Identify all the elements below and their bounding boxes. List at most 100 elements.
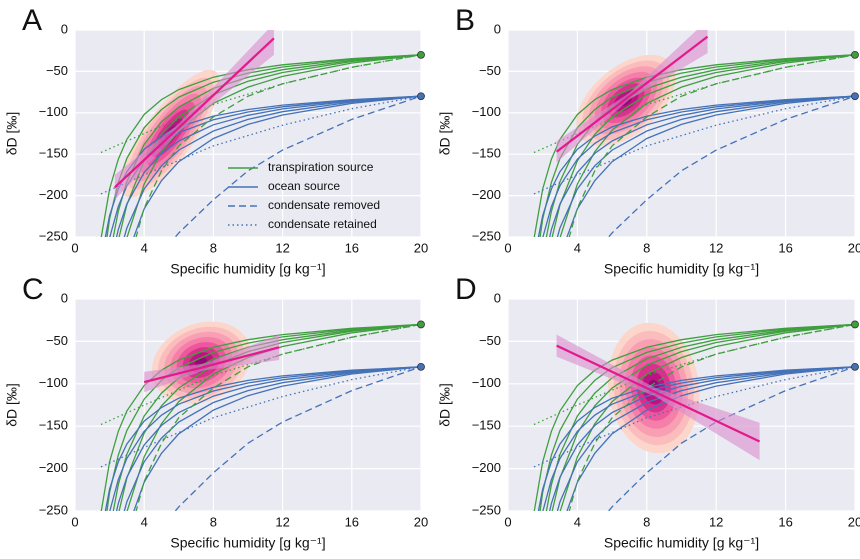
- y-axis-label: δD [‰]: [437, 383, 453, 427]
- y-tick-label: 0: [61, 21, 68, 36]
- mixing-curve: [118, 323, 421, 511]
- x-tick-label: 8: [210, 514, 217, 529]
- y-tick-label: 0: [494, 21, 501, 36]
- y-tick-label: −150: [472, 418, 501, 433]
- confidence-band: [144, 334, 280, 393]
- plot-background: [75, 299, 421, 511]
- source-point: [851, 362, 859, 371]
- mixing-curve: [549, 95, 855, 237]
- x-tick-label: 16: [345, 514, 359, 529]
- y-tick-label: 0: [494, 290, 501, 305]
- condensate-line: [607, 366, 855, 511]
- mixing-curve: [100, 54, 421, 237]
- mixing-curve: [549, 366, 855, 511]
- y-axis-label: δD [‰]: [4, 383, 20, 427]
- mixing-curve: [556, 366, 855, 511]
- panel: −250 −200 −150 −100 −50 0 0 4 8 12 16 20 D Specific h…: [437, 273, 860, 551]
- mixing-curve: [559, 323, 855, 511]
- confidence-band: [114, 30, 274, 200]
- x-tick-label: 12: [275, 514, 289, 529]
- condensate-line: [100, 54, 421, 154]
- condensate-line: [533, 95, 855, 195]
- y-axis-label: δD [‰]: [437, 112, 453, 156]
- x-tick-label: 8: [643, 240, 650, 255]
- mixing-curve: [533, 54, 855, 237]
- condensate-line: [100, 366, 421, 468]
- condensate-line: [135, 54, 421, 237]
- x-axis-label: Specific humidity [g kg⁻¹]: [170, 261, 325, 277]
- panel-label: A: [22, 4, 42, 37]
- x-axis-label: Specific humidity [g kg⁻¹]: [604, 535, 759, 551]
- x-tick-label: 16: [345, 240, 359, 255]
- x-tick-label: 20: [848, 240, 860, 255]
- mixing-curve: [109, 366, 421, 511]
- x-tick-label: 12: [275, 240, 289, 255]
- mixing-curve: [556, 95, 855, 237]
- panel: −250 −200 −150 −100 −50 0 0 4 8 12 16 20 A Specific h…: [4, 4, 429, 277]
- y-tick-label: −250: [472, 228, 501, 243]
- mixing-curve: [126, 323, 421, 511]
- x-tick-label: 8: [643, 514, 650, 529]
- y-tick-label: −50: [479, 333, 501, 348]
- mixing-curve: [559, 54, 855, 237]
- x-tick-label: 16: [778, 514, 792, 529]
- plot-content: [533, 30, 855, 237]
- regression-line: [555, 35, 709, 153]
- x-tick-label: 20: [414, 514, 428, 529]
- y-tick-label: −100: [472, 104, 501, 119]
- x-tick-label: 12: [709, 514, 723, 529]
- y-tick-label: −200: [472, 460, 501, 475]
- plot-content: [533, 322, 855, 511]
- condensate-line: [174, 366, 421, 511]
- x-tick-label: 0: [504, 240, 511, 255]
- x-tick-label: 20: [848, 514, 860, 529]
- x-tick-label: 4: [574, 514, 581, 529]
- condensate-line: [100, 323, 421, 426]
- regression-line: [556, 344, 761, 443]
- x-tick-label: 0: [71, 514, 78, 529]
- condensate-line: [135, 323, 421, 511]
- panel: −250 −200 −150 −100 −50 0 0 4 8 12 16 20 C Specific h…: [4, 273, 429, 551]
- y-tick-label: −50: [46, 333, 68, 348]
- x-tick-label: 0: [504, 514, 511, 529]
- panel-label: D: [455, 273, 477, 306]
- y-tick-label: −150: [39, 418, 68, 433]
- y-tick-label: −250: [39, 228, 68, 243]
- mixing-curve: [100, 323, 421, 511]
- y-tick-label: −50: [479, 63, 501, 78]
- regression-line: [114, 37, 275, 189]
- legend-label: condensate retained: [268, 217, 377, 231]
- regression-line: [143, 346, 280, 384]
- y-tick-label: −50: [46, 63, 68, 78]
- panel-label: B: [455, 4, 475, 37]
- legend: transpiration source ocean source condensa…: [228, 160, 380, 231]
- mixing-curve: [133, 95, 421, 237]
- y-tick-label: −150: [472, 146, 501, 161]
- x-axis-label: Specific humidity [g kg⁻¹]: [604, 261, 759, 277]
- mixing-curve: [133, 366, 421, 511]
- x-tick-label: 8: [210, 240, 217, 255]
- mixing-curve: [537, 366, 855, 511]
- y-tick-label: −150: [39, 146, 68, 161]
- x-tick-label: 4: [574, 240, 581, 255]
- y-axis-label: δD [‰]: [4, 112, 20, 156]
- source-point: [417, 362, 425, 371]
- condensate-line: [174, 95, 421, 237]
- panel-label: C: [22, 273, 44, 306]
- mixing-curve: [551, 54, 855, 237]
- confidence-band: [556, 30, 708, 163]
- source-point: [851, 92, 859, 101]
- x-tick-label: 20: [414, 240, 428, 255]
- y-tick-label: 0: [61, 290, 68, 305]
- condensate-line: [100, 95, 421, 195]
- confidence-band: [556, 334, 760, 461]
- mixing-curve: [104, 366, 421, 511]
- y-tick-label: −250: [472, 502, 501, 517]
- plot-content: [100, 30, 421, 237]
- mixing-curve: [566, 366, 855, 511]
- mixing-curve: [123, 366, 421, 511]
- mixing-curve: [115, 95, 421, 237]
- source-point: [417, 92, 425, 101]
